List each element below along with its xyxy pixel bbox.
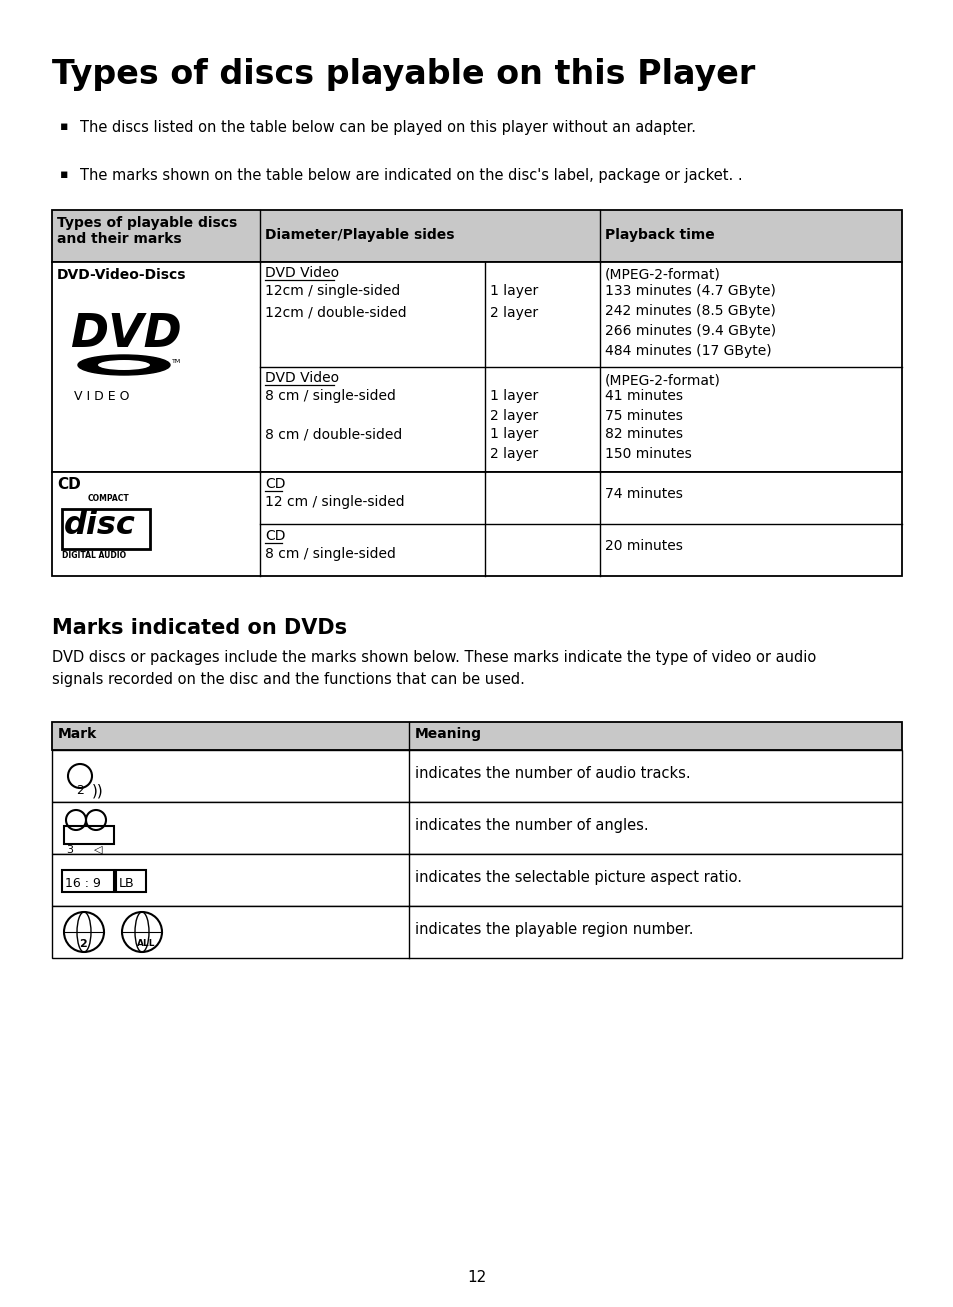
Text: The discs listed on the table below can be played on this player without an adap: The discs listed on the table below can …	[80, 120, 696, 135]
Text: 1 layer: 1 layer	[490, 284, 537, 298]
Text: 242 minutes (8.5 GByte): 242 minutes (8.5 GByte)	[604, 305, 775, 318]
Text: Types of playable discs
and their marks: Types of playable discs and their marks	[57, 216, 237, 246]
Bar	[52, 721, 901, 750]
Bar	[52, 261, 901, 472]
Text: DVD Video: DVD Video	[265, 371, 338, 386]
Text: 75 minutes: 75 minutes	[604, 409, 682, 423]
Ellipse shape	[78, 356, 170, 375]
Text: The marks shown on the table below are indicated on the disc's label, package or: The marks shown on the table below are i…	[80, 169, 741, 183]
Text: CD: CD	[265, 477, 285, 491]
Text: indicates the selectable picture aspect ratio.: indicates the selectable picture aspect …	[415, 870, 741, 885]
Text: 20 minutes: 20 minutes	[604, 538, 682, 553]
Bar	[52, 853, 901, 906]
Text: DVD Video: DVD Video	[265, 267, 338, 280]
Text: ▪: ▪	[60, 120, 69, 133]
Text: 2 layer: 2 layer	[490, 447, 537, 461]
Text: Meaning: Meaning	[415, 727, 481, 741]
Text: 2: 2	[79, 938, 87, 949]
Text: LB: LB	[119, 877, 134, 890]
Text: )): ))	[91, 784, 104, 799]
Text: Marks indicated on DVDs: Marks indicated on DVDs	[52, 618, 347, 638]
Text: 2 layer: 2 layer	[490, 306, 537, 320]
Text: ALL: ALL	[137, 938, 155, 948]
Text: indicates the number of angles.: indicates the number of angles.	[415, 818, 648, 833]
Text: 8 cm / double-sided: 8 cm / double-sided	[265, 427, 402, 440]
Text: 3: 3	[66, 846, 73, 855]
Bar	[52, 906, 901, 958]
Text: Diameter/Playable sides: Diameter/Playable sides	[265, 227, 454, 242]
Text: COMPACT: COMPACT	[88, 494, 130, 503]
Text: disc: disc	[64, 510, 135, 541]
Bar	[52, 802, 901, 853]
Text: 484 minutes (17 GByte): 484 minutes (17 GByte)	[604, 344, 771, 358]
Text: TM: TM	[172, 359, 181, 365]
Text: 82 minutes: 82 minutes	[604, 427, 682, 440]
Bar	[62, 508, 150, 549]
Text: 1 layer: 1 layer	[490, 427, 537, 440]
Text: 8 cm / single-sided: 8 cm / single-sided	[265, 548, 395, 561]
Text: (MPEG-2-format): (MPEG-2-format)	[604, 372, 720, 387]
Text: 12 cm / single-sided: 12 cm / single-sided	[265, 495, 404, 508]
Text: 266 minutes (9.4 GByte): 266 minutes (9.4 GByte)	[604, 324, 776, 339]
Bar	[62, 870, 113, 891]
Bar	[52, 472, 901, 576]
Bar	[52, 750, 901, 802]
Text: 74 minutes: 74 minutes	[604, 488, 682, 501]
Text: DVD-Video-Discs: DVD-Video-Discs	[57, 268, 186, 282]
Text: 12cm / single-sided: 12cm / single-sided	[265, 284, 400, 298]
Text: 2: 2	[76, 784, 84, 797]
Text: 150 minutes: 150 minutes	[604, 447, 691, 461]
Text: 1 layer: 1 layer	[490, 389, 537, 403]
Text: DVD discs or packages include the marks shown below. These marks indicate the ty: DVD discs or packages include the marks …	[52, 650, 816, 687]
Text: 16 : 9: 16 : 9	[65, 877, 101, 890]
Bar	[116, 870, 146, 891]
Text: ▪: ▪	[60, 169, 69, 180]
Text: CD: CD	[57, 477, 81, 491]
Text: DIGITAL AUDIO: DIGITAL AUDIO	[62, 552, 126, 559]
Text: 2 layer: 2 layer	[490, 409, 537, 423]
Bar	[52, 210, 901, 261]
Text: V I D E O: V I D E O	[74, 389, 130, 403]
Text: Playback time: Playback time	[604, 227, 714, 242]
Text: ◁: ◁	[94, 846, 102, 855]
Text: DVD: DVD	[70, 312, 182, 357]
Text: CD: CD	[265, 529, 285, 542]
Text: indicates the number of audio tracks.: indicates the number of audio tracks.	[415, 766, 690, 782]
Bar	[64, 826, 113, 844]
Text: (MPEG-2-format): (MPEG-2-format)	[604, 268, 720, 282]
Text: Mark: Mark	[58, 727, 97, 741]
Text: 41 minutes: 41 minutes	[604, 389, 682, 403]
Ellipse shape	[98, 359, 150, 370]
Text: 12: 12	[467, 1270, 486, 1285]
Text: 133 minutes (4.7 GByte): 133 minutes (4.7 GByte)	[604, 284, 775, 298]
Text: 8 cm / single-sided: 8 cm / single-sided	[265, 389, 395, 403]
Text: 12cm / double-sided: 12cm / double-sided	[265, 306, 406, 320]
Text: Types of discs playable on this Player: Types of discs playable on this Player	[52, 58, 755, 91]
Text: indicates the playable region number.: indicates the playable region number.	[415, 921, 693, 937]
